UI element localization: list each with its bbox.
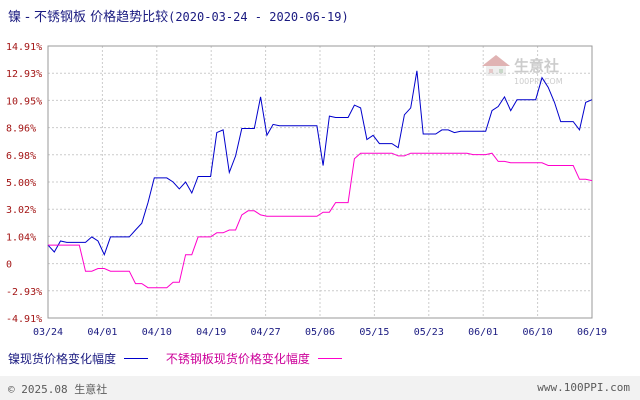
y-tick-label: -2.93% <box>6 287 42 298</box>
chart-series-lines <box>47 70 593 289</box>
y-tick-label: 14.91% <box>6 42 42 53</box>
x-axis-tick-labels: 03/24 04/01 04/10 04/19 04/27 05/06 05/15 05/23… <box>33 327 607 338</box>
x-tick-label: 04/01 <box>87 327 117 338</box>
series-line-1 <box>47 70 593 257</box>
y-tick-label: 8.96% <box>6 124 36 135</box>
chart-legend: 镍现货价格变化幅度 不锈钢板现货价格变化幅度 <box>8 350 356 367</box>
chart-title-main: 镍 - 不锈钢板 价格趋势比较 <box>8 10 169 25</box>
plot-area-border <box>47 45 593 319</box>
x-tick-label: 04/27 <box>251 327 281 338</box>
x-tick-label: 06/10 <box>523 327 553 338</box>
footer-copyright: © 2025.08 生意社 <box>8 383 108 396</box>
x-tick-label: 05/23 <box>414 327 444 338</box>
legend-item-series1: 镍现货价格变化幅度 <box>8 350 149 367</box>
y-axis-tick-labels: 14.91% 12.93% 10.95% 8.96% 6.98% 5.00% 3.02% 1.… <box>6 42 42 325</box>
watermark: 生意社 100PPI.COM <box>482 55 563 86</box>
watermark-house-icon <box>482 55 510 76</box>
legend-item-series2: 不锈钢板现货价格变化幅度 <box>166 350 342 367</box>
series-line-2 <box>48 152 593 289</box>
x-tick-label: 05/06 <box>305 327 335 338</box>
y-tick-label: 10.95% <box>6 96 42 107</box>
chart-title: 镍 - 不锈钢板 价格趋势比较(2020-03-24 - 2020-06-19) <box>8 6 349 25</box>
footer-url[interactable]: www.100PPI.com <box>537 381 630 394</box>
footer-bar: © 2025.08 生意社 www.100PPI.com <box>0 376 640 400</box>
x-tick-label: 03/24 <box>33 327 63 338</box>
x-tick-label: 04/19 <box>196 327 226 338</box>
watermark-brand: 生意社 <box>514 57 559 75</box>
watermark-url: 100PPI.COM <box>514 77 563 86</box>
y-tick-label: 3.02% <box>6 205 36 216</box>
y-tick-label: 12.93% <box>6 69 42 80</box>
x-tick-label: 05/15 <box>359 327 389 338</box>
chart-grid <box>47 45 593 319</box>
legend-label-series2: 不锈钢板现货价格变化幅度 <box>165 352 310 366</box>
y-tick-label: 0 <box>6 260 12 271</box>
y-tick-label: 5.00% <box>6 178 36 189</box>
x-tick-label: 06/19 <box>577 327 607 338</box>
legend-swatch-series1 <box>124 358 149 359</box>
y-tick-label: 1.04% <box>6 232 36 243</box>
line-chart: 生意社 100PPI.COM 14.91% 12.93% 10.95% 8.96% 6.… <box>6 42 607 338</box>
x-tick-label: 04/10 <box>142 327 172 338</box>
legend-swatch-series2 <box>317 358 342 359</box>
y-tick-label: 6.98% <box>6 151 36 162</box>
x-tick-label: 06/01 <box>468 327 498 338</box>
chart-title-range: (2020-03-24 - 2020-06-19) <box>168 10 349 24</box>
legend-label-series1: 镍现货价格变化幅度 <box>8 352 117 366</box>
y-tick-label: -4.91% <box>6 314 42 325</box>
